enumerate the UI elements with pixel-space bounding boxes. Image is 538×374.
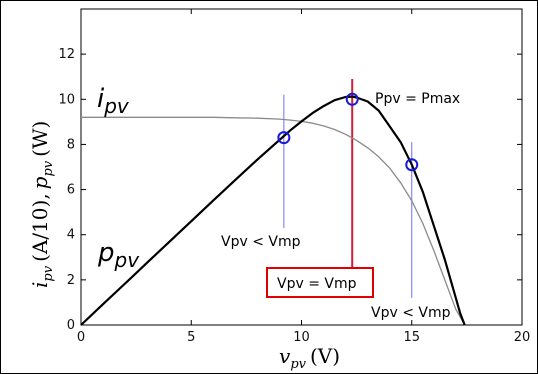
series-label-ipv: ipv bbox=[97, 84, 130, 118]
y-tick-label: 6 bbox=[67, 183, 75, 198]
y-tick-label: 12 bbox=[58, 47, 75, 62]
x-tick-label: 20 bbox=[514, 330, 531, 345]
x-axis-title: vpv (V) bbox=[279, 344, 340, 372]
x-tick-label: 5 bbox=[187, 330, 195, 345]
x-tick-label: 10 bbox=[293, 330, 310, 345]
y-tick-label: 10 bbox=[58, 92, 75, 107]
y-tick-label: 4 bbox=[67, 228, 75, 243]
marker-group bbox=[277, 92, 419, 172]
x-tick-label: 15 bbox=[403, 330, 420, 345]
annotation-right: Vpv < Vmp bbox=[371, 305, 451, 321]
annotation-center: Vpv = Vmp bbox=[277, 276, 357, 292]
annotation-left: Vpv < Vmp bbox=[221, 234, 301, 250]
y-tick-label: 0 bbox=[67, 318, 75, 333]
y-tick-label: 8 bbox=[67, 137, 75, 152]
tick-group: 0 5 10 15 20 0 2 4 6 8 10 12 bbox=[58, 9, 530, 345]
guide-lines bbox=[283, 78, 413, 298]
operating-point-2 bbox=[405, 158, 419, 172]
series-line-ppv bbox=[80, 95, 466, 326]
y-tick-label: 2 bbox=[67, 273, 75, 288]
annotation-pmax: Ppv = Pmax bbox=[375, 91, 460, 107]
operating-point-0 bbox=[277, 131, 291, 145]
annotation-center-box bbox=[266, 267, 374, 298]
operating-point-1 bbox=[345, 92, 359, 106]
series-label-ppv: ppv bbox=[97, 238, 140, 272]
series-group bbox=[80, 95, 466, 326]
series-line-ipv bbox=[81, 116, 466, 326]
y-axis-title: ipv(A/10),ppv(W) bbox=[28, 121, 56, 288]
x-tick-label: 0 bbox=[77, 330, 85, 345]
